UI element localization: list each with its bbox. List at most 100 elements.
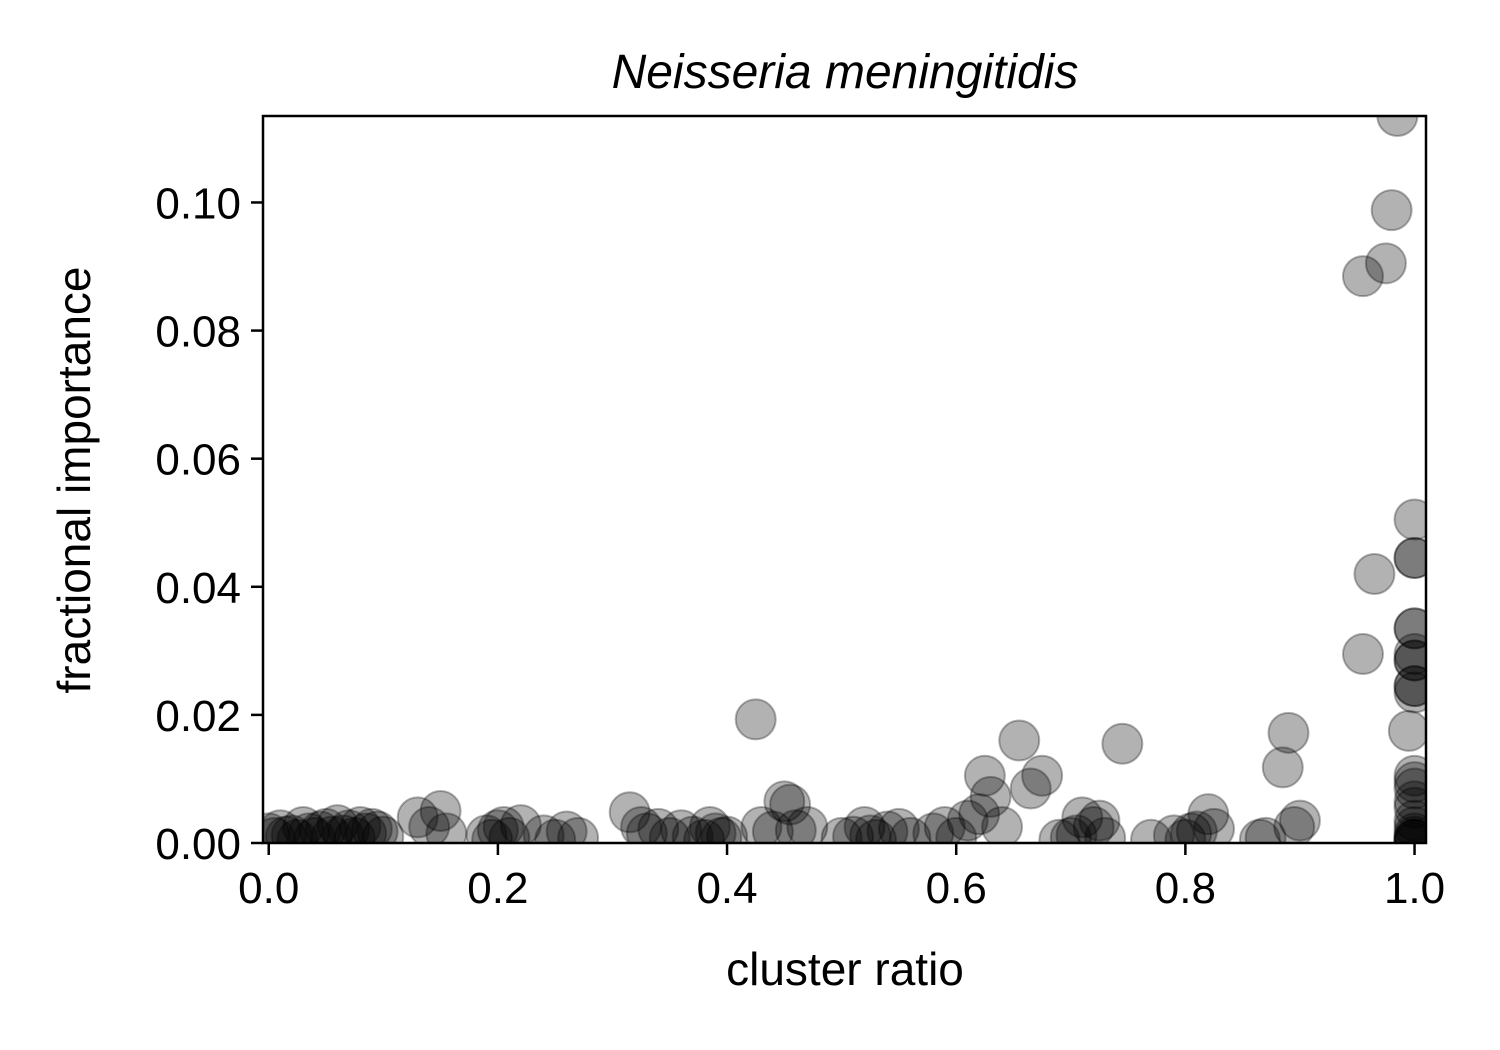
- data-point: [855, 818, 898, 843]
- data-point: [1353, 552, 1396, 595]
- data-point: [660, 809, 703, 843]
- data-point: [350, 807, 393, 843]
- x-axis-label: cluster ratio: [726, 943, 964, 995]
- data-point: [763, 780, 806, 823]
- y-tick-label: 0.08: [155, 308, 241, 357]
- data-point: [1238, 818, 1281, 843]
- points-layer: [263, 116, 1426, 843]
- data-point: [923, 805, 966, 843]
- x-tick-label: 0.8: [1155, 864, 1216, 913]
- data-point: [969, 775, 1012, 818]
- data-point: [1267, 711, 1310, 754]
- data-point: [1393, 799, 1426, 842]
- data-point: [1393, 754, 1426, 797]
- y-axis: 0.00 0.02 0.04 0.06 0.08 0.10: [155, 179, 263, 869]
- data-point: [1072, 805, 1115, 843]
- data-point: [356, 810, 399, 843]
- data-point: [694, 812, 737, 843]
- data-point: [488, 816, 531, 843]
- data-point: [339, 805, 382, 843]
- data-point: [946, 799, 989, 842]
- data-point: [482, 805, 525, 843]
- data-point: [333, 816, 376, 843]
- data-point: [1393, 818, 1426, 843]
- data-point: [299, 810, 342, 843]
- x-tick-label: 0.0: [238, 864, 299, 913]
- data-point: [1261, 746, 1304, 789]
- data-point: [751, 810, 794, 843]
- data-point: [1393, 536, 1426, 579]
- data-point: [465, 814, 508, 843]
- data-point: [534, 818, 577, 843]
- data-point: [264, 815, 307, 843]
- data-point: [637, 807, 680, 843]
- data-point: [270, 814, 313, 843]
- data-point: [1175, 810, 1218, 843]
- data-point: [1393, 671, 1426, 714]
- data-point: [425, 812, 468, 843]
- data-point: [769, 783, 812, 826]
- data-point: [912, 812, 955, 843]
- plot-frame: [261, 114, 1428, 845]
- data-point: [849, 814, 892, 843]
- data-point: [820, 816, 863, 843]
- data-point: [316, 804, 359, 843]
- data-point: [1273, 805, 1316, 843]
- data-point: [734, 698, 777, 741]
- data-point: [1393, 607, 1426, 650]
- data-point: [832, 815, 875, 843]
- data-point: [981, 805, 1024, 843]
- data-point: [305, 807, 348, 843]
- data-point: [1364, 242, 1407, 285]
- data-point: [1393, 536, 1426, 579]
- data-point: [889, 816, 932, 843]
- data-point: [1393, 498, 1426, 541]
- data-point: [963, 754, 1006, 797]
- data-point: [1393, 639, 1426, 682]
- data-point: [648, 816, 691, 843]
- y-tick-label: 0.04: [155, 564, 241, 613]
- data-point: [322, 814, 365, 843]
- data-point: [786, 805, 829, 843]
- data-point: [471, 818, 514, 843]
- x-tick-label: 0.6: [926, 864, 987, 913]
- data-point: [866, 810, 909, 843]
- data-point: [1170, 812, 1213, 843]
- data-point: [499, 804, 542, 843]
- data-point: [1393, 818, 1426, 843]
- data-point: [362, 815, 405, 843]
- data-point: [419, 789, 462, 832]
- data-point: [1193, 807, 1236, 843]
- data-point: [1341, 255, 1384, 298]
- data-point: [1393, 818, 1426, 843]
- data-point: [1038, 818, 1081, 843]
- data-point: [557, 816, 600, 843]
- data-point: [310, 815, 353, 843]
- y-tick-label: 0.00: [155, 820, 241, 869]
- data-point: [688, 805, 731, 843]
- data-point: [282, 805, 325, 843]
- data-point: [998, 719, 1041, 762]
- data-point: [1393, 805, 1426, 843]
- data-point: [1130, 818, 1172, 843]
- data-point: [671, 815, 714, 843]
- data-point: [1341, 633, 1384, 676]
- data-point: [396, 796, 439, 839]
- data-point: [1393, 780, 1426, 823]
- data-point: [345, 812, 388, 843]
- data-point: [1393, 822, 1426, 843]
- data-point: [683, 818, 726, 843]
- data-point: [287, 812, 330, 843]
- data-point: [1078, 799, 1121, 842]
- data-point: [263, 812, 290, 843]
- data-point: [1055, 814, 1098, 843]
- data-point: [1278, 799, 1321, 842]
- data-point: [276, 818, 319, 843]
- data-point: [263, 809, 302, 843]
- data-point: [1393, 633, 1426, 676]
- data-point: [1393, 812, 1426, 843]
- data-point: [1061, 796, 1104, 839]
- data-point: [1101, 722, 1144, 765]
- data-point: [263, 816, 296, 843]
